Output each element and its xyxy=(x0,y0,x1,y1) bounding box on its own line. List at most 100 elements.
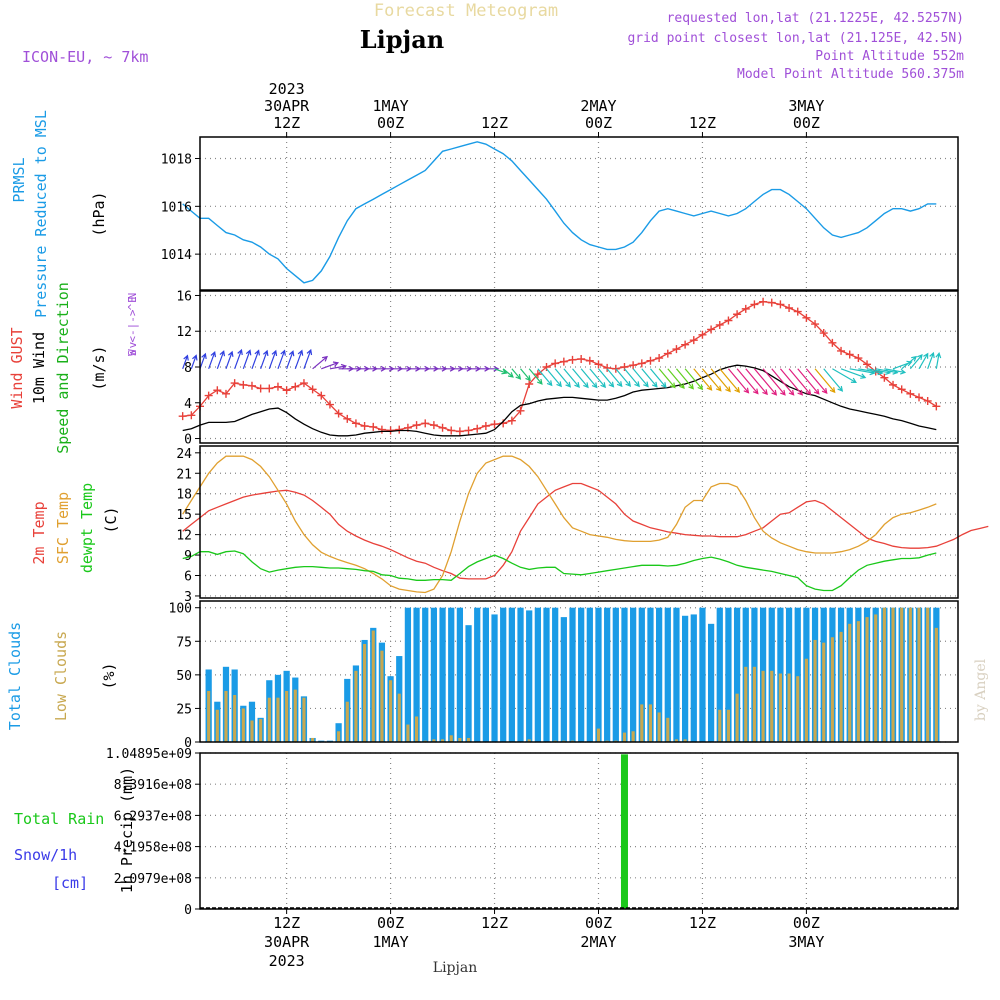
total-clouds-bar xyxy=(517,607,524,742)
wind-unit: (m/s) xyxy=(90,345,108,390)
gust-point xyxy=(776,300,785,309)
low-clouds-bar xyxy=(441,739,445,742)
gust-point xyxy=(481,422,490,431)
total-clouds-bar xyxy=(448,607,455,742)
gust-point xyxy=(828,338,837,347)
gust-point xyxy=(221,389,230,398)
location-title: Lipjan xyxy=(360,25,444,54)
total-clouds-bar xyxy=(638,607,645,742)
total-rain-label: Total Rain xyxy=(14,810,104,828)
gust-point xyxy=(447,426,456,435)
low-clouds-bar xyxy=(259,719,263,742)
low-clouds-bar xyxy=(891,607,895,742)
gust-point xyxy=(811,320,820,329)
gust-point xyxy=(750,300,759,309)
wind-direction-arrow xyxy=(727,368,750,394)
wind-direction-arrow xyxy=(234,348,243,369)
gust-point xyxy=(351,419,360,428)
wind-direction-arrow xyxy=(641,368,658,388)
wind-direction-arrow xyxy=(909,354,923,370)
total-clouds-bar xyxy=(707,623,715,742)
low-clouds-bar xyxy=(233,695,237,742)
wind-direction-arrow xyxy=(554,368,572,388)
temp2m-line xyxy=(182,482,989,580)
wind-direction-arrow xyxy=(572,368,589,389)
bottom-time-label: 2023 xyxy=(269,952,305,970)
low-clouds-bar xyxy=(761,670,765,742)
total-clouds-bar xyxy=(422,607,429,742)
wind-direction-arrow xyxy=(286,350,295,369)
wind-direction-arrow xyxy=(710,368,731,393)
gust-point xyxy=(906,389,915,398)
low-clouds-bar xyxy=(345,701,349,742)
compass-n: N xyxy=(126,293,139,300)
top-time-label: 3MAY xyxy=(788,97,824,115)
total-clouds-bar xyxy=(673,607,680,742)
wind-direction-arrow xyxy=(303,348,313,369)
temp2m-label: 2m Temp xyxy=(30,501,48,564)
wind-direction-arrow xyxy=(546,368,562,388)
wind-direction-arrow xyxy=(277,349,286,369)
wind-tick-label: 12 xyxy=(176,325,192,340)
low-clouds-bar xyxy=(666,717,670,742)
temperature-tick-label: 3 xyxy=(184,590,192,605)
low-clouds-bar xyxy=(657,712,661,742)
point-altitude: Point Altitude 552m xyxy=(815,49,964,64)
wind-direction-arrow xyxy=(199,352,207,369)
total-clouds-bar xyxy=(690,614,697,742)
low-clouds-bar xyxy=(770,670,774,742)
total-clouds-bar xyxy=(630,607,637,742)
low-clouds-bar xyxy=(389,680,393,742)
total-clouds-bar xyxy=(586,607,593,742)
wind-direction-arrow xyxy=(312,355,328,370)
gust-point xyxy=(369,422,378,431)
bottom-time-label: 12Z xyxy=(689,914,716,932)
gust-point xyxy=(767,298,776,307)
low-clouds-bar xyxy=(926,607,930,742)
low-clouds-bar xyxy=(293,689,297,742)
total-clouds-bar xyxy=(569,607,576,742)
wind-direction-arrow xyxy=(502,368,514,378)
wind-direction-arrow xyxy=(935,352,942,369)
low-clouds-bar xyxy=(804,658,808,742)
low-clouds-bar xyxy=(640,704,644,742)
low-clouds-bar xyxy=(648,704,653,742)
wind-direction-arrow xyxy=(580,368,598,389)
total-clouds-bar xyxy=(474,607,481,742)
dewpt-line xyxy=(182,550,937,592)
low-clouds-bar xyxy=(207,690,211,742)
wind-direction-arrow xyxy=(598,368,615,388)
gust-point xyxy=(889,380,898,389)
low-clouds-bar xyxy=(674,739,679,742)
low-clouds-bar xyxy=(908,607,912,742)
wind-direction-arrow xyxy=(520,368,531,382)
precip-unit: 1h Precip (mm) xyxy=(118,767,136,893)
top-time-label: 12Z xyxy=(481,114,508,132)
low-clouds-bar xyxy=(397,693,401,742)
gust-point xyxy=(577,354,586,363)
wind-direction-arrow xyxy=(321,361,340,370)
total-clouds-bar xyxy=(534,607,541,742)
gust-point xyxy=(559,357,568,366)
pressure-tick-label: 1018 xyxy=(161,153,192,168)
total-clouds-bar xyxy=(621,607,628,742)
wind-direction-arrow xyxy=(294,349,304,369)
wind-direction-arrow xyxy=(563,368,580,388)
credit-text: by Angel xyxy=(973,658,989,721)
low-clouds-bar xyxy=(830,637,834,742)
wind-direction-arrow xyxy=(693,368,713,391)
gust-point xyxy=(308,385,317,394)
precip-tick-label: 2.0979e+08 xyxy=(114,872,192,887)
wind-direction-arrow xyxy=(814,368,836,394)
total-clouds-bar xyxy=(612,607,619,742)
total-clouds-bar xyxy=(500,607,507,742)
gust-point xyxy=(672,345,681,354)
gust-point xyxy=(793,307,802,316)
wind-direction-arrow xyxy=(208,350,217,369)
wind-panel-frame xyxy=(199,290,959,444)
gust-point xyxy=(230,379,239,388)
low-clouds-bar xyxy=(848,623,852,742)
gust-point xyxy=(204,391,213,400)
bottom-time-label: 30APR xyxy=(264,933,310,951)
